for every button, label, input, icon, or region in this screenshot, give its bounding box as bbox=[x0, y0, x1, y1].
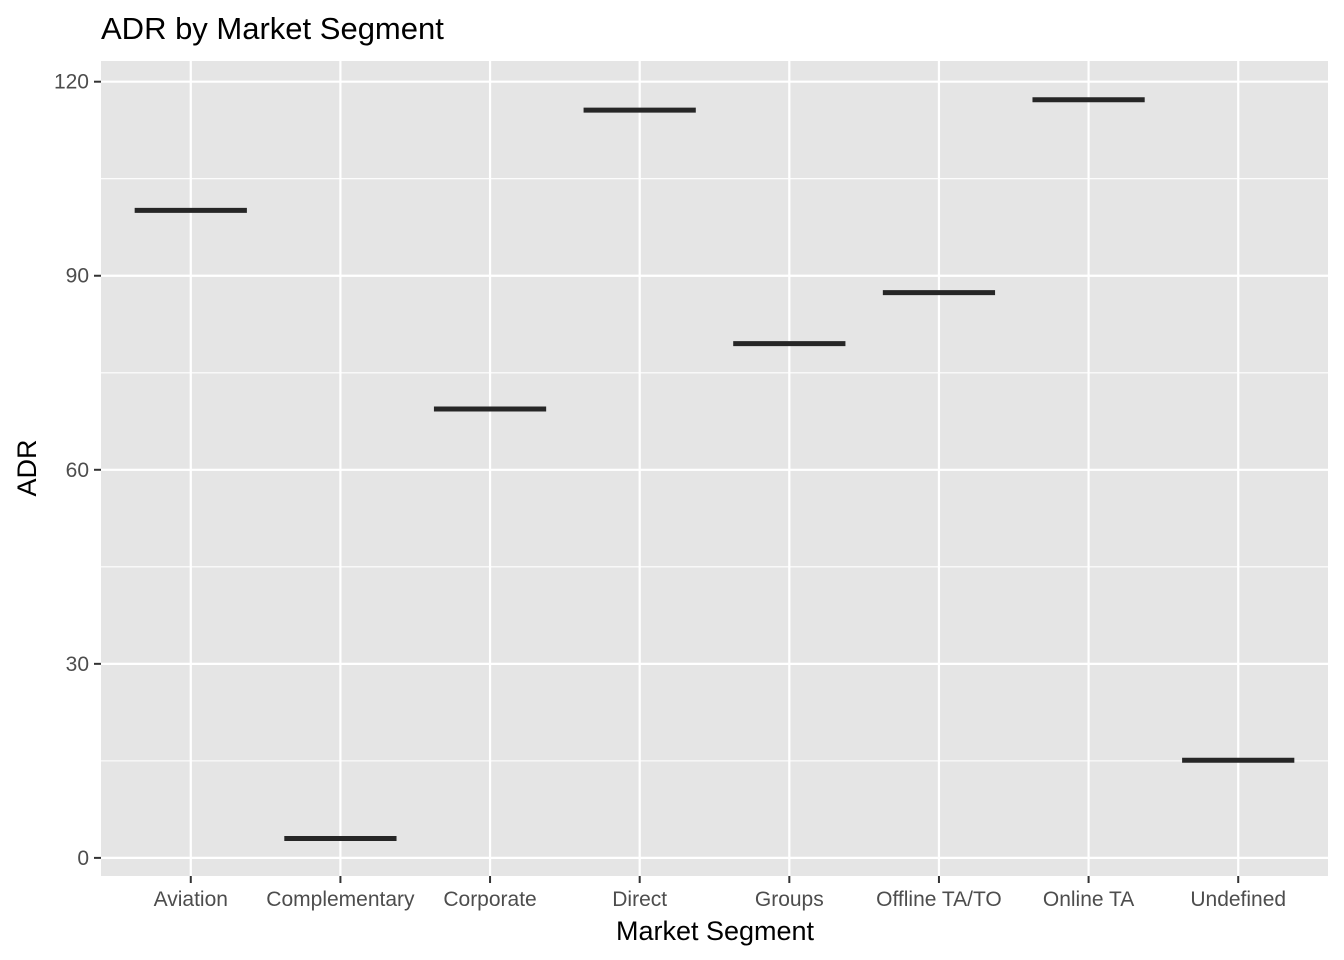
x-tick-label: Complementary bbox=[266, 888, 415, 911]
y-tick-label: 0 bbox=[77, 847, 89, 870]
x-axis-title: Market Segment bbox=[616, 916, 815, 946]
major-gridlines bbox=[101, 61, 1328, 876]
x-axis: Aviation Complementary Corporate Direct Grou… bbox=[154, 876, 1286, 911]
y-axis-title: ADR bbox=[12, 439, 42, 496]
x-tick-label: Online TA bbox=[1043, 888, 1134, 911]
data-marks bbox=[134, 97, 1295, 841]
chart-title: ADR by Market Segment bbox=[101, 11, 444, 46]
minor-gridlines bbox=[101, 178, 1328, 762]
x-tick-label: Groups bbox=[755, 888, 824, 911]
x-tick-label: Direct bbox=[612, 888, 667, 911]
y-tick-label: 30 bbox=[66, 653, 89, 676]
plot-panel bbox=[101, 61, 1328, 876]
x-tick-label: Aviation bbox=[154, 888, 228, 911]
x-tick-label: Offline TA/TO bbox=[876, 888, 1002, 911]
x-tick-label: Undefined bbox=[1190, 888, 1286, 911]
y-tick-label: 60 bbox=[66, 459, 89, 482]
y-tick-label: 90 bbox=[66, 265, 89, 288]
y-axis: 0 30 60 90 120 bbox=[54, 71, 101, 870]
y-tick-label: 120 bbox=[54, 71, 89, 94]
x-tick-label: Corporate bbox=[443, 888, 536, 911]
